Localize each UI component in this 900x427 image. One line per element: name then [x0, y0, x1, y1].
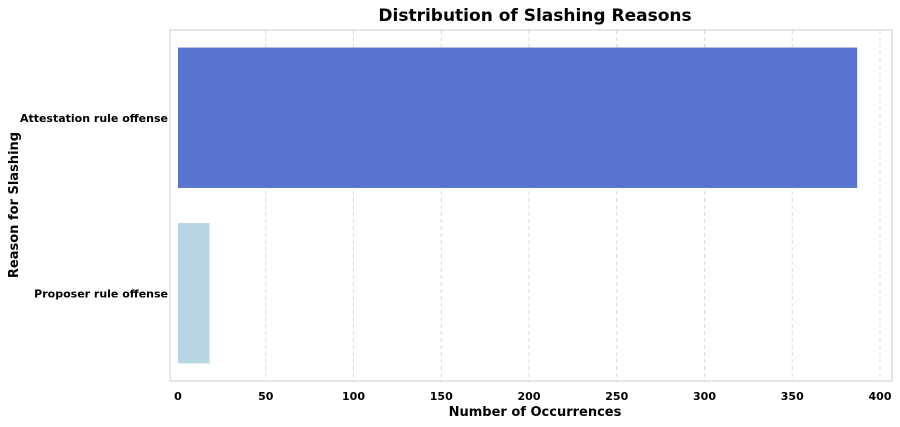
- x-tick-label: 150: [430, 390, 453, 403]
- y-axis-label: Reason for Slashing: [7, 132, 22, 278]
- x-tick-label: 200: [518, 390, 541, 403]
- chart-title: Distribution of Slashing Reasons: [378, 6, 691, 26]
- bar-1: [178, 223, 210, 364]
- bar-0: [178, 47, 858, 188]
- x-tick-label: 0: [174, 390, 182, 403]
- y-tick-labels: Attestation rule offense Proposer rule of…: [20, 112, 168, 301]
- x-tick-label: 250: [605, 390, 628, 403]
- x-tick-label: 100: [342, 390, 365, 403]
- x-tick-label: 350: [781, 390, 804, 403]
- x-tick-label: 300: [693, 390, 716, 403]
- y-tick-label: Attestation rule offense: [20, 112, 168, 125]
- x-tick-label: 50: [258, 390, 274, 403]
- y-tick-label: Proposer rule offense: [34, 287, 168, 300]
- x-tick-labels: 0 50 100 150 200 250 300 350 400: [174, 390, 892, 403]
- plot-frame: [169, 29, 893, 382]
- x-axis-label: Number of Occurrences: [449, 405, 622, 420]
- x-tick-label: 400: [869, 390, 892, 403]
- bar-layer: [178, 47, 858, 364]
